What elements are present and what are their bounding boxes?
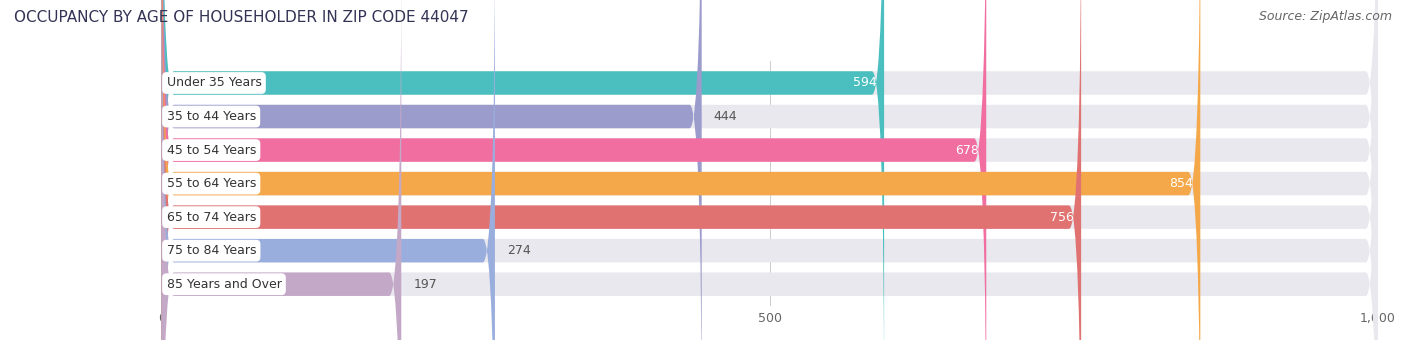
Text: 85 Years and Over: 85 Years and Over xyxy=(166,278,281,291)
FancyBboxPatch shape xyxy=(162,0,986,340)
FancyBboxPatch shape xyxy=(162,0,1378,340)
FancyBboxPatch shape xyxy=(162,0,1378,340)
FancyBboxPatch shape xyxy=(162,0,495,340)
FancyBboxPatch shape xyxy=(162,0,702,340)
Text: 197: 197 xyxy=(413,278,437,291)
Text: 594: 594 xyxy=(853,76,877,89)
FancyBboxPatch shape xyxy=(162,0,884,340)
Text: 678: 678 xyxy=(955,143,979,156)
Text: 75 to 84 Years: 75 to 84 Years xyxy=(166,244,256,257)
FancyBboxPatch shape xyxy=(162,0,1378,340)
Text: 854: 854 xyxy=(1170,177,1194,190)
Text: 274: 274 xyxy=(508,244,531,257)
Text: 45 to 54 Years: 45 to 54 Years xyxy=(166,143,256,156)
Text: Source: ZipAtlas.com: Source: ZipAtlas.com xyxy=(1258,10,1392,23)
FancyBboxPatch shape xyxy=(162,0,1201,340)
FancyBboxPatch shape xyxy=(162,0,1378,340)
Text: 756: 756 xyxy=(1050,211,1074,224)
Text: OCCUPANCY BY AGE OF HOUSEHOLDER IN ZIP CODE 44047: OCCUPANCY BY AGE OF HOUSEHOLDER IN ZIP C… xyxy=(14,10,468,25)
Text: 55 to 64 Years: 55 to 64 Years xyxy=(166,177,256,190)
Text: 35 to 44 Years: 35 to 44 Years xyxy=(166,110,256,123)
Text: 444: 444 xyxy=(714,110,738,123)
Text: Under 35 Years: Under 35 Years xyxy=(166,76,262,89)
Text: 65 to 74 Years: 65 to 74 Years xyxy=(166,211,256,224)
FancyBboxPatch shape xyxy=(162,0,1378,340)
FancyBboxPatch shape xyxy=(162,0,1378,340)
FancyBboxPatch shape xyxy=(162,0,1378,340)
FancyBboxPatch shape xyxy=(162,0,1081,340)
FancyBboxPatch shape xyxy=(162,0,401,340)
